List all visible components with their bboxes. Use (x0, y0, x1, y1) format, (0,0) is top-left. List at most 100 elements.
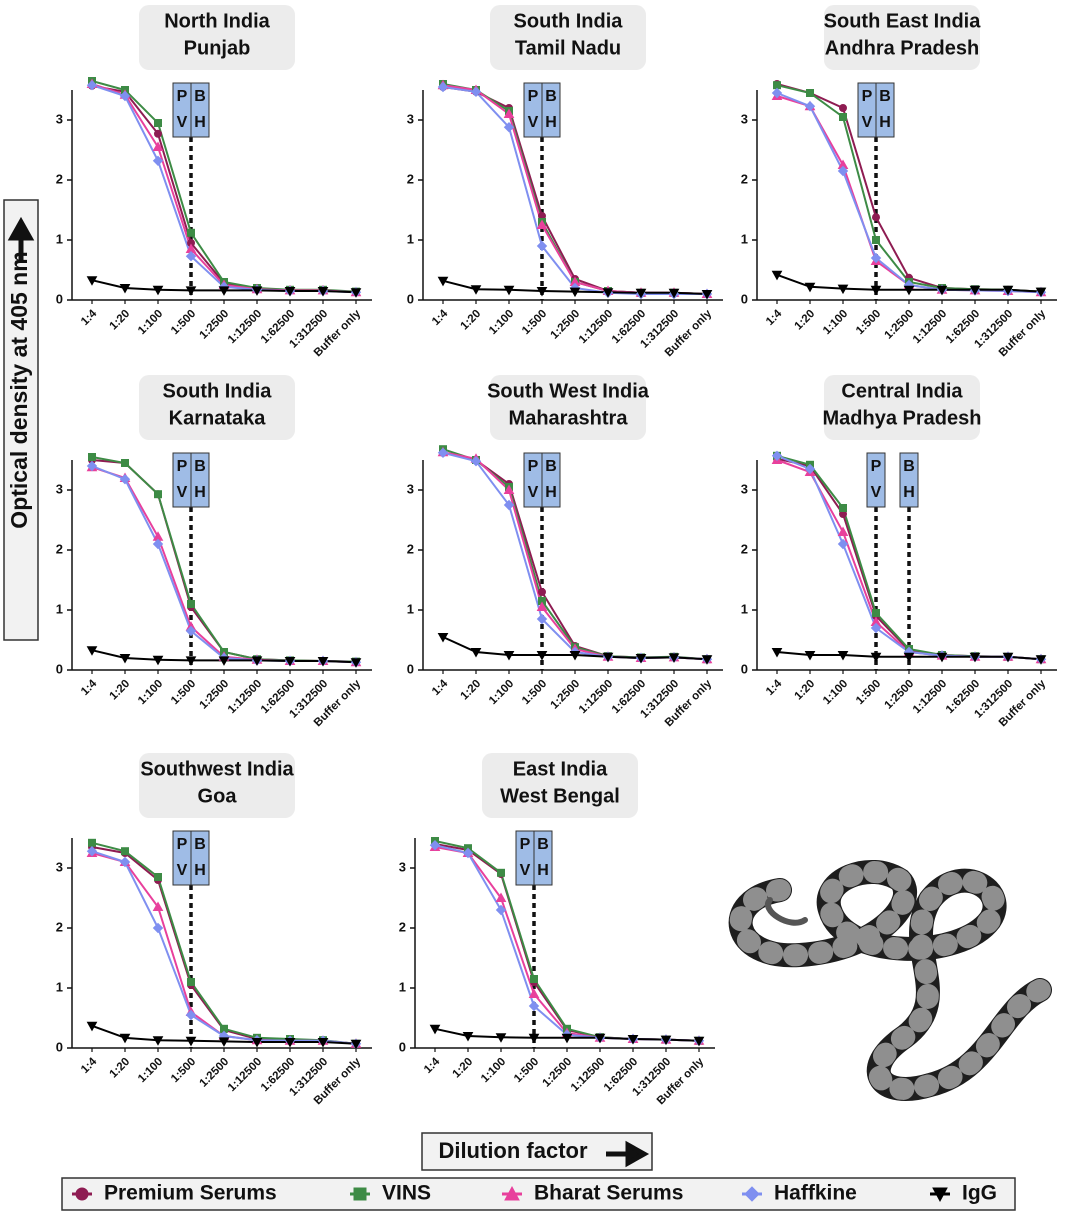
marker (536, 240, 548, 252)
marker (350, 288, 362, 298)
series-line (776, 83, 1042, 293)
marker (771, 87, 783, 99)
x-tick-label: 1:20 (107, 308, 132, 333)
marker (528, 988, 540, 998)
panel-title-box (139, 753, 295, 818)
marker (872, 609, 880, 617)
panel-title-box (824, 375, 980, 440)
marker (771, 270, 783, 281)
marker (154, 129, 162, 138)
y-tick-label: 0 (407, 661, 414, 676)
marker (538, 588, 546, 596)
marker (152, 655, 164, 666)
marker (185, 625, 197, 637)
y-tick-label: 2 (56, 919, 63, 934)
marker (284, 657, 296, 667)
marker (1002, 285, 1014, 296)
marker (569, 287, 581, 298)
marker (185, 656, 197, 666)
marker (495, 1033, 507, 1043)
annotation-text: P (862, 88, 873, 105)
marker (495, 892, 507, 902)
y-tick-label: 0 (399, 1039, 406, 1054)
x-tick-label: 1:500 (169, 1056, 198, 1085)
x-tick-label: 1:20 (107, 1056, 132, 1081)
marker (152, 141, 164, 151)
marker (462, 1032, 474, 1042)
series-line (91, 465, 357, 664)
annotation-text: P (177, 458, 188, 475)
marker (251, 656, 263, 666)
annotation-text: V (871, 484, 882, 501)
y-tick-label: 3 (399, 859, 406, 874)
x-tick-label: 1:20 (792, 308, 817, 333)
x-tick-label: 1:100 (136, 678, 165, 707)
marker (350, 1039, 362, 1050)
annotation-text: V (177, 114, 188, 131)
marker (806, 89, 814, 97)
series-line (442, 83, 708, 295)
marker (495, 904, 507, 916)
marker (88, 453, 96, 461)
annotation-text: H (545, 114, 557, 131)
marker (837, 538, 849, 550)
x-axis-title-box: Dilution factor (421, 1132, 653, 1171)
x-tick-label: 1:100 (821, 678, 850, 707)
annotation-text: H (537, 862, 549, 879)
panel-subtitle: Karnataka (169, 407, 267, 429)
marker (218, 656, 230, 666)
y-tick-label: 2 (399, 919, 406, 934)
marker (86, 1021, 98, 1032)
marker (837, 526, 849, 536)
series-line (91, 841, 357, 1045)
marker (503, 121, 515, 133)
panel-title-box (139, 5, 295, 70)
annotation-text: H (879, 114, 891, 131)
annotation-text: B (903, 458, 915, 475)
marker (627, 1035, 639, 1045)
marker (528, 1000, 540, 1012)
x-tick-label: 1:20 (107, 678, 132, 703)
y-tick-label: 1 (407, 601, 414, 616)
marker (218, 286, 230, 296)
marker (437, 276, 449, 287)
marker (437, 633, 449, 643)
x-tick-label: 1:500 (169, 678, 198, 707)
marker (870, 622, 882, 634)
panel-title-box (482, 753, 638, 818)
marker (353, 1187, 367, 1201)
marker (119, 90, 131, 102)
panel: South East India Andhra Pradesh 0 1 2 3 1:4 1:2… (741, 5, 1057, 359)
marker (773, 81, 781, 90)
series-line (91, 83, 357, 294)
legend-label: Premium Serums (104, 1182, 277, 1205)
x-axis-title: Dilution factor (438, 1138, 588, 1163)
marker (839, 113, 847, 121)
annotation-box (875, 82, 895, 138)
marker (119, 284, 131, 294)
y-tick-label: 3 (741, 111, 748, 126)
annotation-text: P (520, 836, 531, 853)
y-tick-label: 2 (741, 171, 748, 186)
marker (437, 81, 449, 93)
annotation-box (541, 82, 561, 138)
x-tick-label: 1:4 (430, 677, 451, 698)
marker (121, 459, 129, 467)
x-tick-label: 1:4 (764, 307, 785, 328)
y-tick-label: 0 (407, 291, 414, 306)
marker (497, 868, 505, 877)
legend-label: VINS (382, 1182, 431, 1205)
marker (635, 654, 647, 664)
series-line (434, 844, 700, 1042)
panel-title: Central India (841, 380, 963, 402)
marker (152, 155, 164, 167)
marker (771, 648, 783, 658)
series-line (442, 451, 708, 661)
series-line (442, 86, 708, 295)
x-tick-label: 1:100 (479, 1056, 508, 1085)
marker (804, 463, 816, 475)
annotation-box (190, 830, 210, 886)
panel-title-box (824, 5, 980, 70)
series-line (91, 80, 357, 293)
y-tick-label: 3 (56, 859, 63, 874)
